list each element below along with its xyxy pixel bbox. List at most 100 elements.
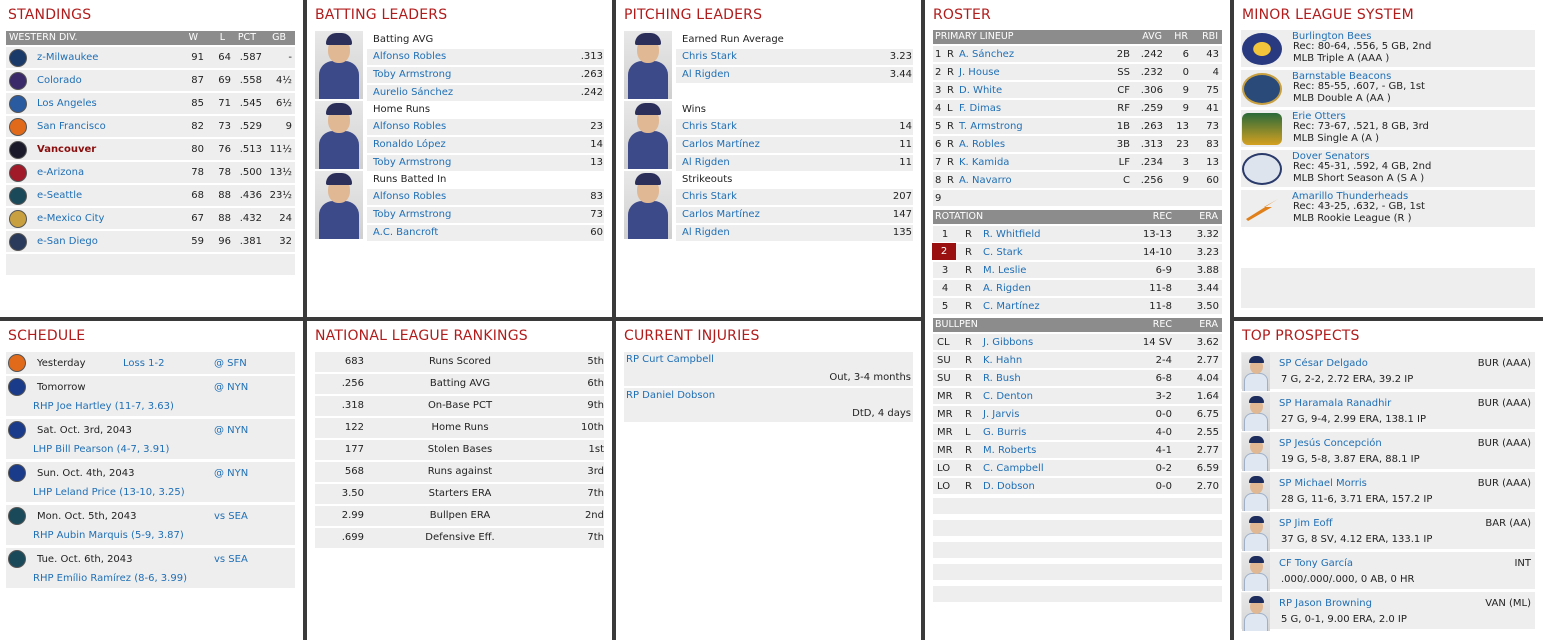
standings-team[interactable]: e-Mexico City — [37, 213, 105, 224]
rotation-player[interactable]: M. Leslie — [983, 265, 1027, 276]
rotation-player[interactable]: R. Whitfield — [983, 229, 1041, 240]
lineup-player[interactable]: A. Sánchez — [959, 49, 1015, 60]
schedule-probable-pitcher[interactable]: RHP Aubin Marquis (5-9, 3.87) — [33, 530, 184, 541]
batting-leader-name[interactable]: Alfonso Robles — [373, 191, 447, 202]
injured-player[interactable]: RP Daniel Dobson — [626, 390, 716, 401]
schedule-opponent[interactable]: @ NYN — [214, 425, 249, 436]
standings-team[interactable]: Los Angeles — [37, 98, 97, 109]
bullpen-player[interactable]: M. Roberts — [983, 445, 1037, 456]
pitching-leader-name[interactable]: Chris Stark — [682, 51, 737, 62]
bullpen-player[interactable]: J. Gibbons — [983, 337, 1034, 348]
schedule-result[interactable]: Loss 1-2 — [123, 358, 165, 369]
dover-senators-logo[interactable] — [1242, 153, 1282, 185]
prospect-photo[interactable] — [1242, 433, 1270, 471]
pitching-leader-name[interactable]: Al Rigden — [682, 69, 730, 80]
standings-team[interactable]: e-Arizona — [37, 167, 85, 178]
schedule-probable-pitcher[interactable]: LHP Leland Price (13-10, 3.25) — [33, 487, 185, 498]
bullpen-role: SU — [937, 355, 951, 366]
schedule-probable-pitcher[interactable]: RHP Emílio Ramírez (8-6, 3.99) — [33, 573, 187, 584]
injured-player[interactable]: RP Curt Campbell — [626, 354, 714, 365]
prospect-name[interactable]: SP Haramala Ranadhir — [1279, 398, 1392, 409]
bullpen-player[interactable]: R. Bush — [983, 373, 1021, 384]
prospect-name[interactable]: SP Michael Morris — [1279, 478, 1367, 489]
schedule-opponent[interactable]: vs SEA — [214, 554, 248, 565]
schedule-probable-pitcher[interactable]: LHP Bill Pearson (4-7, 3.91) — [33, 444, 170, 455]
prospect-photo[interactable] — [1242, 593, 1270, 631]
minor-team-name[interactable]: Erie Otters — [1292, 111, 1346, 122]
pitching-leader-name[interactable]: Chris Stark — [682, 191, 737, 202]
schedule-day: Sun. Oct. 4th, 2043 — [37, 468, 135, 479]
prospect-cap — [1249, 356, 1264, 363]
batting-leader-photo[interactable] — [315, 171, 363, 239]
lineup-header-rbi: RBI — [1202, 31, 1218, 42]
lineup-player[interactable]: K. Kamida — [959, 157, 1010, 168]
schedule-opponent[interactable]: @ SFN — [214, 358, 247, 369]
prospect-photo[interactable] — [1242, 553, 1270, 591]
standings-team[interactable]: Colorado — [37, 75, 82, 86]
batting-leader-photo[interactable] — [315, 101, 363, 169]
lineup-player[interactable]: A. Robles — [959, 139, 1006, 150]
bullpen-player[interactable]: C. Denton — [983, 391, 1033, 402]
lineup-player[interactable]: D. White — [959, 85, 1003, 96]
batting-leader-name[interactable]: Toby Armstrong — [373, 69, 452, 80]
prospect-cap — [1249, 556, 1264, 563]
lineup-player[interactable]: A. Navarro — [959, 175, 1012, 186]
batting-leader-name[interactable]: Toby Armstrong — [373, 209, 452, 220]
amarillo-thunderheads-logo[interactable] — [1242, 193, 1282, 225]
prospect-photo[interactable] — [1242, 473, 1270, 511]
bullpen-player[interactable]: K. Hahn — [983, 355, 1023, 366]
schedule-opponent[interactable]: @ NYN — [214, 468, 249, 479]
prospect-photo[interactable] — [1242, 513, 1270, 551]
pitching-leader-photo[interactable] — [624, 101, 672, 169]
batting-leader-name[interactable]: Alfonso Robles — [373, 51, 447, 62]
prospect-photo[interactable] — [1242, 353, 1270, 391]
pitching-leader-name[interactable]: Chris Stark — [682, 121, 737, 132]
rotation-era: 3.88 — [1196, 265, 1219, 276]
lineup-player[interactable]: F. Dimas — [959, 103, 1002, 114]
bullpen-player[interactable]: G. Burris — [983, 427, 1027, 438]
batting-leader-photo[interactable] — [315, 31, 363, 99]
bullpen-player[interactable]: D. Dobson — [983, 481, 1035, 492]
schedule-opponent[interactable]: vs SEA — [214, 511, 248, 522]
bullpen-player[interactable]: C. Campbell — [983, 463, 1044, 474]
burlington-bees-logo[interactable] — [1242, 33, 1282, 65]
lineup-player[interactable]: J. House — [959, 67, 1000, 78]
pitching-leader-name[interactable]: Carlos Martínez — [682, 139, 760, 150]
prospect-photo[interactable] — [1242, 393, 1270, 431]
barnstable-beacons-logo[interactable] — [1242, 73, 1282, 105]
schedule-opponent[interactable]: @ NYN — [214, 382, 249, 393]
prospect-name[interactable]: CF Tony García — [1279, 558, 1354, 569]
bullpen-player[interactable]: J. Jarvis — [983, 409, 1020, 420]
pitching-leader-name[interactable]: Al Rigden — [682, 227, 730, 238]
standings-team[interactable]: e-Seattle — [37, 190, 83, 201]
pitching-leader-name[interactable]: Al Rigden — [682, 157, 730, 168]
lineup-row-bg — [933, 46, 1222, 62]
batting-leader-name[interactable]: A.C. Bancroft — [373, 227, 439, 238]
minor-team-name[interactable]: Barnstable Beacons — [1292, 71, 1392, 82]
minor-team-name[interactable]: Burlington Bees — [1292, 31, 1372, 42]
erie-otters-logo[interactable] — [1242, 113, 1282, 145]
rotation-player[interactable]: C. Martínez — [983, 301, 1040, 312]
schedule-probable-pitcher[interactable]: RHP Joe Hartley (11-7, 3.63) — [33, 401, 174, 412]
batting-leader-value: 23 — [590, 121, 603, 132]
pitching-leader-value: 3.44 — [889, 69, 912, 80]
minor-team-name[interactable]: Amarillo Thunderheads — [1292, 191, 1409, 202]
prospect-name[interactable]: RP Jason Browning — [1279, 598, 1372, 609]
standings-team[interactable]: e-San Diego — [37, 236, 98, 247]
rotation-player[interactable]: C. Stark — [983, 247, 1023, 258]
batting-leader-name[interactable]: Alfonso Robles — [373, 121, 447, 132]
pitching-leader-photo[interactable] — [624, 31, 672, 99]
standings-team[interactable]: z-Milwaukee — [37, 52, 99, 63]
batting-leader-name[interactable]: Ronaldo López — [373, 139, 446, 150]
rotation-player[interactable]: A. Rigden — [983, 283, 1031, 294]
batting-leader-name[interactable]: Aurelio Sánchez — [373, 87, 454, 98]
standings-team[interactable]: San Francisco — [37, 121, 106, 132]
pitching-leader-photo[interactable] — [624, 171, 672, 239]
lineup-player[interactable]: T. Armstrong — [959, 121, 1023, 132]
batting-leader-name[interactable]: Toby Armstrong — [373, 157, 452, 168]
prospect-name[interactable]: SP Jim Eoff — [1279, 518, 1333, 529]
prospect-name[interactable]: SP César Delgado — [1279, 358, 1368, 369]
prospect-name[interactable]: SP Jesús Concepción — [1279, 438, 1382, 449]
minor-team-name[interactable]: Dover Senators — [1292, 151, 1370, 162]
pitching-leader-name[interactable]: Carlos Martínez — [682, 209, 760, 220]
